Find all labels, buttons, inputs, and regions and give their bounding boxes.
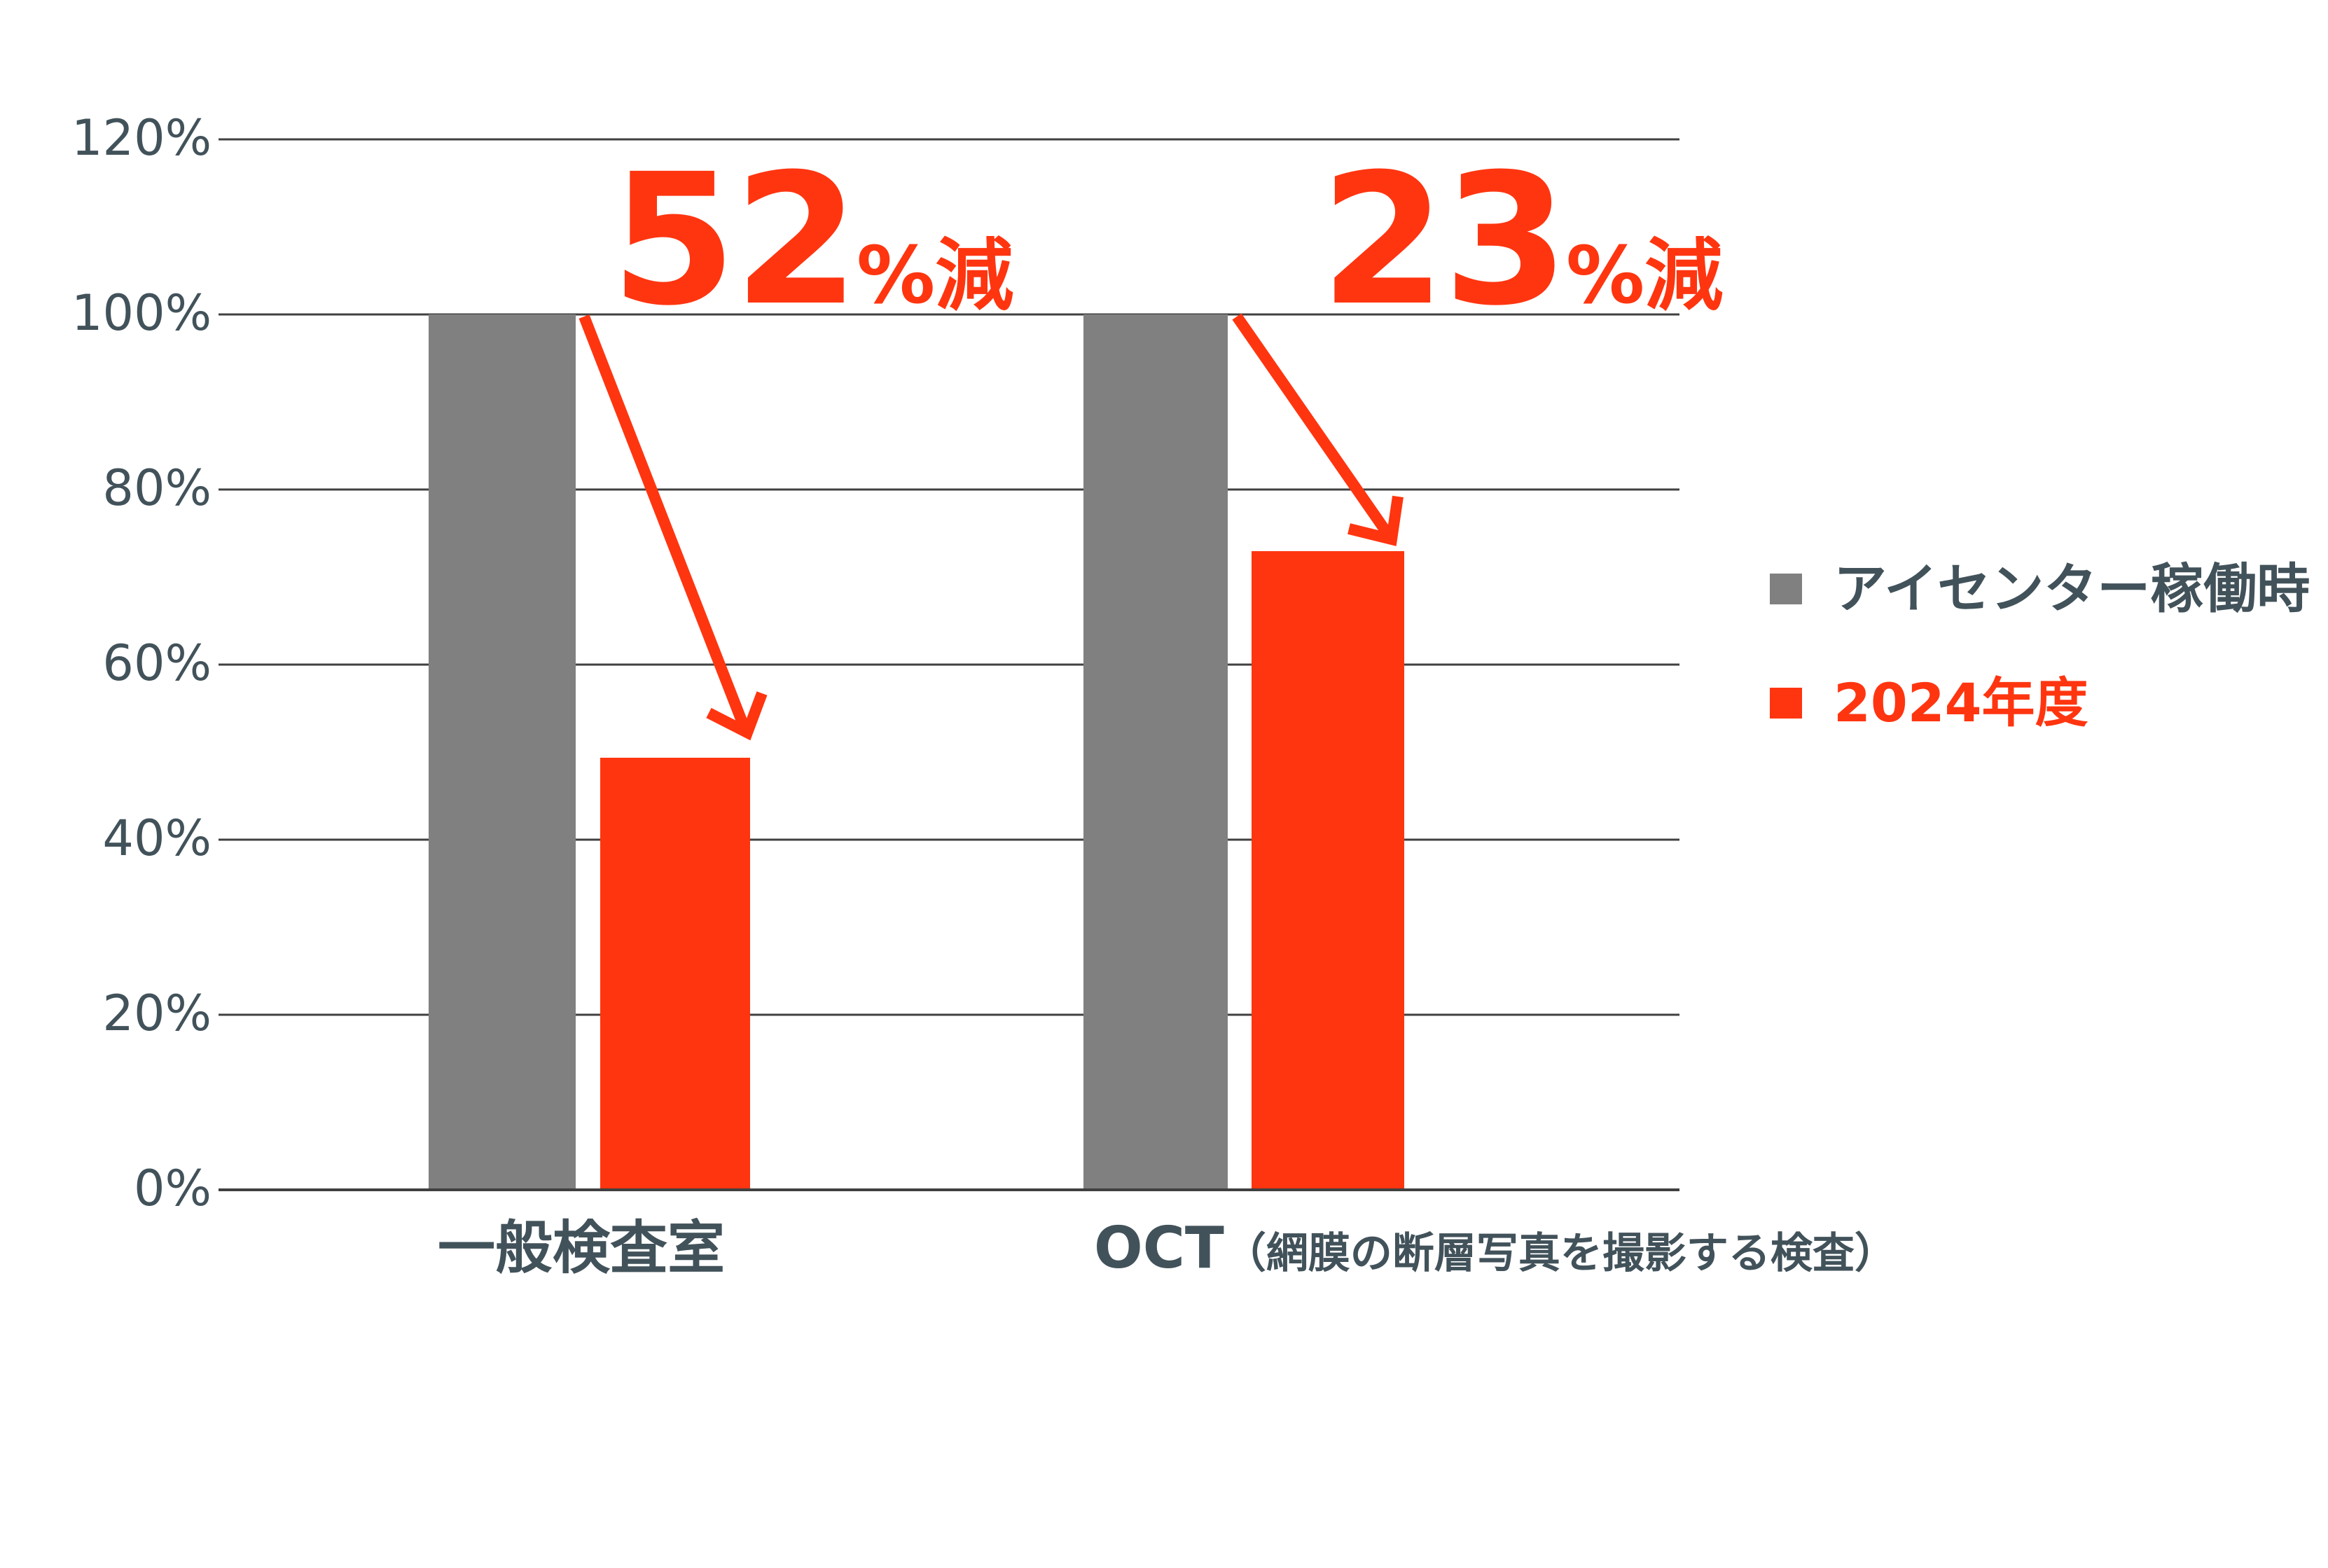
bar-oct-baseline [1083,314,1228,1190]
annotation-number: 52 [611,135,859,345]
bar-general-baseline [429,314,576,1190]
annotation-suffix: %減 [1566,230,1724,321]
legend-item-2024: 2024年度 [1770,677,2088,730]
ytick-0: 0% [133,1160,212,1217]
legend-swatch-gray-icon [1770,574,1802,604]
ytick-100: 100% [71,284,212,342]
bar-general-2024 [600,758,750,1190]
legend-swatch-red-icon [1770,688,1802,719]
ytick-80: 80% [102,459,212,517]
xlabel-main: 一般検査室 [438,1215,726,1282]
xlabel-oct: OCT（網膜の断層写真を撮影する検査） [1094,1220,1897,1277]
xlabel-general-exam-room: 一般検査室 [438,1220,725,1277]
ytick-120: 120% [71,109,212,167]
ytick-40: 40% [102,810,212,867]
legend-label: 2024年度 [1834,672,2088,734]
annotation-suffix: %減 [857,230,1014,321]
bar-oct-2024 [1252,551,1404,1190]
ytick-60: 60% [102,634,212,692]
legend-label: アイセンター稼働時 [1834,557,2310,620]
legend-item-baseline: アイセンター稼働時 [1770,562,2310,616]
arrow-general [578,314,768,741]
annotation-general-reduction: 52%減 [611,150,1013,331]
annotation-number: 23 [1320,135,1569,345]
arrow-oct [1232,313,1404,546]
xlabel-main: OCT [1094,1215,1224,1282]
xlabel-sub: （網膜の断層写真を撮影する検査） [1224,1229,1897,1278]
annotation-oct-reduction: 23%減 [1320,150,1723,331]
ytick-20: 20% [102,985,212,1042]
